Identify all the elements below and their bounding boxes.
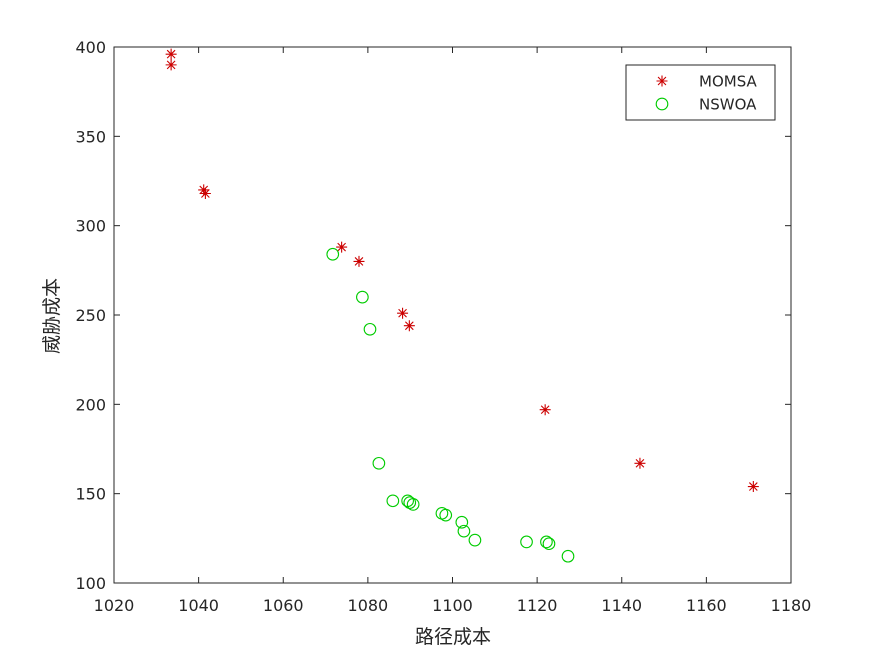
nswoa-point <box>326 247 340 261</box>
momsa-point <box>403 320 415 332</box>
y-tick-label: 400 <box>75 38 106 57</box>
momsa-point <box>199 188 211 200</box>
y-tick-label: 250 <box>75 306 106 325</box>
y-tick-label: 350 <box>75 127 106 146</box>
y-tick-label: 100 <box>75 574 106 593</box>
momsa-point <box>336 241 348 253</box>
x-tick-label: 1060 <box>263 596 304 615</box>
nswoa-point <box>372 456 386 470</box>
nswoa-point <box>455 515 469 529</box>
legend-box <box>625 64 776 121</box>
y-tick-label: 200 <box>75 395 106 414</box>
nswoa-point <box>520 535 533 549</box>
momsa-point <box>165 48 177 60</box>
legend: MOMSA NSWOA <box>625 64 776 121</box>
nswoa-point <box>457 524 471 538</box>
x-tick-label: 1080 <box>348 596 389 615</box>
momsa-point <box>397 307 409 319</box>
nswoa-point <box>561 549 575 563</box>
x-tick-label: 1120 <box>517 596 558 615</box>
x-tick-label: 1020 <box>94 596 135 615</box>
legend-label-momsa: MOMSA <box>699 73 757 91</box>
nswoa-point <box>540 535 553 549</box>
legend-label-nswoa: NSWOA <box>699 96 757 114</box>
y-tick-label: 150 <box>75 485 106 504</box>
plot-frame <box>113 46 792 584</box>
x-tick-label: 1140 <box>601 596 642 615</box>
x-tick-label: 1040 <box>178 596 219 615</box>
nswoa-point <box>386 494 400 508</box>
momsa-point <box>165 59 177 71</box>
nswoa-point <box>468 533 482 547</box>
x-tick-label: 1180 <box>771 596 812 615</box>
nswoa-point <box>542 537 556 551</box>
nswoa-point <box>439 508 453 522</box>
y-axis-label: 威胁成本 <box>41 278 63 354</box>
axes: 1020 1040 1060 1080 1100 1120 1140 1160 1180 100 1… <box>75 38 811 615</box>
x-axis-label: 路径成本 <box>415 626 491 648</box>
legend-marker-nswoa <box>655 97 669 111</box>
nswoa-point <box>356 290 369 304</box>
legend-marker-momsa <box>656 75 668 87</box>
momsa-point <box>353 255 365 267</box>
x-tick-label: 1100 <box>432 596 473 615</box>
momsa-point <box>634 457 646 469</box>
nswoa-point <box>406 498 420 511</box>
x-tick-label: 1160 <box>686 596 727 615</box>
momsa-point <box>198 184 210 196</box>
y-tick-label: 300 <box>75 217 106 236</box>
data-points <box>165 48 759 563</box>
nswoa-point <box>403 496 417 509</box>
momsa-point <box>747 481 759 493</box>
nswoa-point <box>363 322 377 336</box>
momsa-point <box>539 404 551 416</box>
